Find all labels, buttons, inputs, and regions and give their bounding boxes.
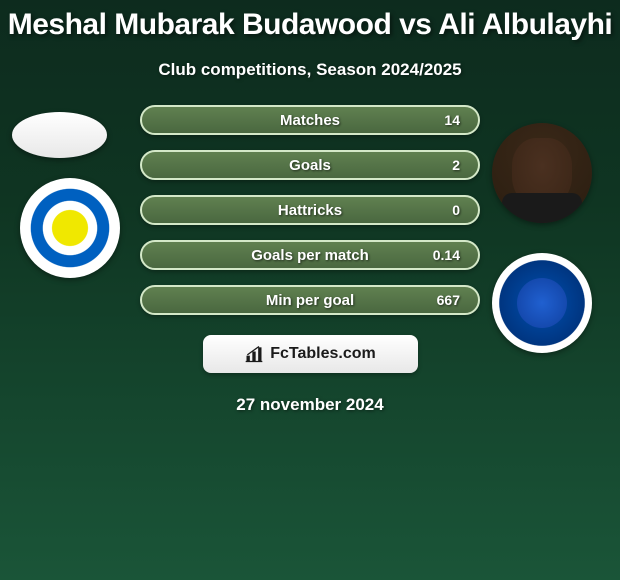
stat-bar-goals: Goals 2 xyxy=(140,150,480,180)
stat-bar-hattricks: Hattricks 0 xyxy=(140,195,480,225)
stat-value: 667 xyxy=(437,292,460,308)
chart-icon xyxy=(244,344,264,364)
stat-label: Hattricks xyxy=(278,202,342,219)
footer-logo[interactable]: FcTables.com xyxy=(203,335,418,373)
stat-bar-goals-per-match: Goals per match 0.14 xyxy=(140,240,480,270)
stat-label: Min per goal xyxy=(266,292,354,309)
stats-container: Matches 14 Goals 2 Hattricks 0 Goals per… xyxy=(0,105,620,315)
stat-label: Goals xyxy=(289,157,331,174)
stat-label: Goals per match xyxy=(251,247,369,264)
footer-logo-text: FcTables.com xyxy=(270,345,376,363)
stat-row: Goals per match 0.14 xyxy=(0,240,620,270)
date-text: 27 november 2024 xyxy=(0,395,620,415)
stat-value: 0 xyxy=(452,202,460,218)
stat-row: Goals 2 xyxy=(0,150,620,180)
stat-value: 2 xyxy=(452,157,460,173)
page-title: Meshal Mubarak Budawood vs Ali Albulayhi xyxy=(0,8,620,42)
stat-value: 14 xyxy=(444,112,460,128)
stat-bar-min-per-goal: Min per goal 667 xyxy=(140,285,480,315)
stat-bar-matches: Matches 14 xyxy=(140,105,480,135)
stat-row: Hattricks 0 xyxy=(0,195,620,225)
page-subtitle: Club competitions, Season 2024/2025 xyxy=(0,60,620,80)
stat-row: Min per goal 667 xyxy=(0,285,620,315)
stat-row: Matches 14 xyxy=(0,105,620,135)
stat-value: 0.14 xyxy=(433,247,460,263)
header: Meshal Mubarak Budawood vs Ali Albulayhi… xyxy=(0,0,620,80)
stat-label: Matches xyxy=(280,112,340,129)
